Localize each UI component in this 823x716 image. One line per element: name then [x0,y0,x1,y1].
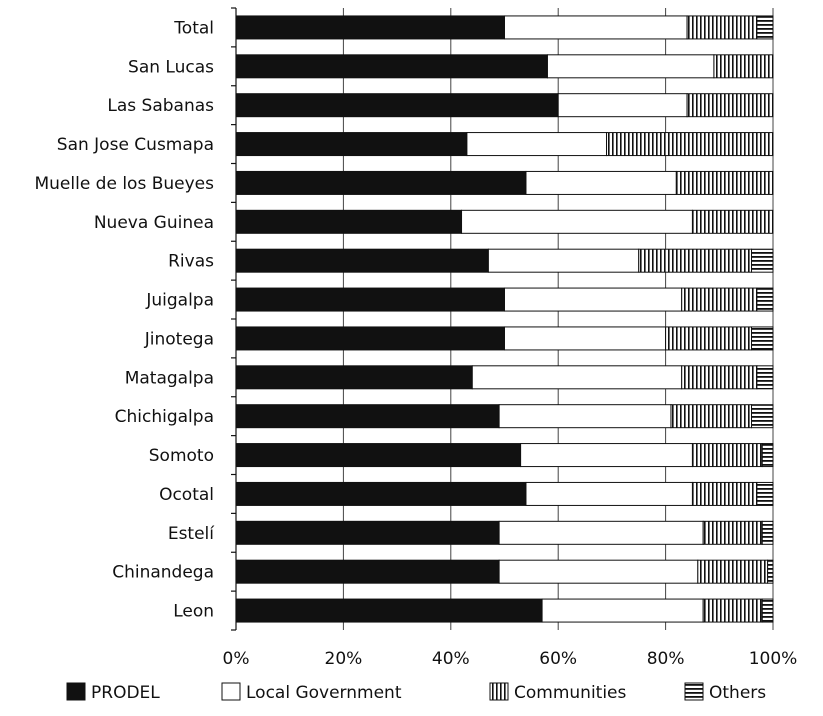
category-label: Somoto [149,446,214,466]
legend-swatch [489,682,509,701]
legend-label: Communities [514,683,627,703]
bar-segment [751,404,774,429]
category-label: Muelle de los Bueyes [34,174,214,194]
bar-segment [756,481,774,506]
bar-segment [691,481,758,506]
bar-segment [235,404,500,429]
bar-segment [546,54,715,79]
axes [231,7,237,631]
bar-segment [235,170,527,195]
category-label: Chinandega [112,563,214,583]
bar-segment [756,365,774,390]
legend: PRODEL Local Government Communities Others [66,682,766,703]
bar-segment [691,443,763,468]
bar-segment [702,520,763,545]
bar-segment [767,559,774,584]
bar-segment [235,132,468,157]
bar-segment [713,54,774,79]
bar-segment [235,54,548,79]
x-tick-label: 100% [749,649,798,669]
bar-segment [504,326,667,351]
bar-segment [235,15,505,40]
category-label: Jinotega [144,329,214,349]
bar-segment [235,559,500,584]
bar-segment [638,248,753,273]
bar-segment [235,248,489,273]
x-tick-label: 80% [647,649,685,669]
bar-segment [504,15,688,40]
category-label: San Lucas [128,57,214,77]
x-tick-label: 0% [223,649,250,669]
bar-segment [235,93,559,118]
bar-segment [761,520,774,545]
bar-segment [665,326,753,351]
category-label: Nueva Guinea [94,213,214,233]
bars-group [235,15,774,623]
bar-segment [235,443,522,468]
category-label: Estelí [168,524,215,544]
bar-segment [686,93,774,118]
bar-segment [756,287,774,312]
bar-segment [681,365,758,390]
bar-segment [235,209,463,234]
x-tick-labels: 0% 20% 40% 60% 80% 100% [223,649,798,669]
bar-segment [525,170,677,195]
bar-segment [235,481,527,506]
bar-segment [235,326,505,351]
bar-segment [487,248,640,273]
bar-segment [557,93,688,118]
bar-segment [686,15,758,40]
legend-swatch [221,682,241,701]
category-label: Matagalpa [125,368,214,388]
bar-segment [235,598,543,623]
legend-label: Others [709,683,766,703]
category-label: Total [173,18,214,38]
bar-segment [697,559,769,584]
bar-segment [235,365,473,390]
category-label: Las Sabanas [107,96,214,116]
bar-segment [235,520,500,545]
bar-segment [756,15,774,40]
category-labels: Total San Lucas Las Sabanas San Jose Cusmap… [34,18,215,621]
category-label: Ocotal [159,485,214,505]
bar-segment [691,209,774,234]
x-tick-label: 60% [539,649,577,669]
bar-segment [504,287,683,312]
category-label: Juigalpa [145,291,214,311]
bar-segment [498,559,699,584]
bar-segment [520,443,693,468]
legend-label: PRODEL [91,683,160,703]
category-label: Leon [173,602,214,622]
bar-segment [681,287,758,312]
bar-segment [761,443,774,468]
bar-segment [235,287,505,312]
bar-segment [498,404,672,429]
bar-segment [466,132,608,157]
bar-segment [525,481,693,506]
category-label: Chichigalpa [115,407,214,427]
category-label: Rivas [168,252,214,272]
bar-segment [751,326,774,351]
bar-segment [541,598,704,623]
bar-segment [702,598,763,623]
bar-segment [675,170,774,195]
bar-segment [751,248,774,273]
bar-segment [761,598,774,623]
legend-label: Local Government [246,683,402,703]
x-tick-label: 40% [432,649,470,669]
bar-segment [606,132,774,157]
legend-swatch [66,682,86,701]
legend-swatch [684,682,704,701]
bar-segment [670,404,753,429]
bar-segment [461,209,693,234]
category-label: San Jose Cusmapa [57,135,214,155]
bar-segment [471,365,683,390]
x-tick-label: 20% [325,649,363,669]
bar-segment [498,520,704,545]
